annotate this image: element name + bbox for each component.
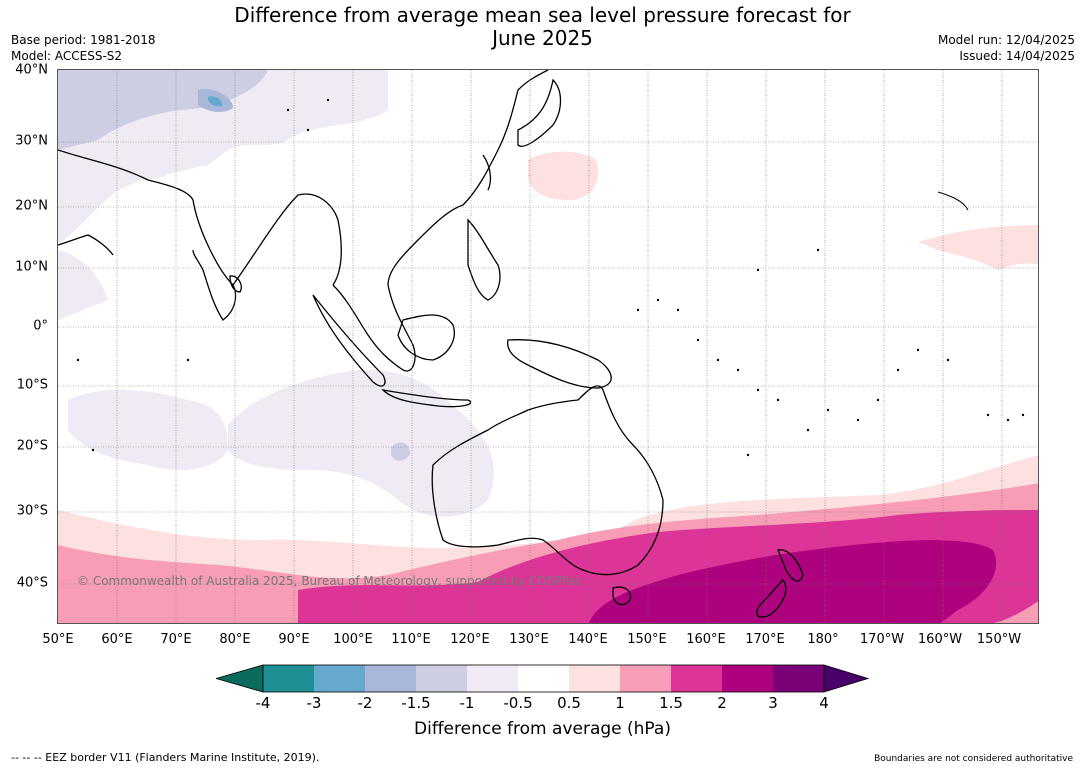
- colorbar-tick: 4: [819, 694, 829, 712]
- colorbar-bin-10: [722, 665, 773, 692]
- lat-label-20n: 20°N: [15, 198, 48, 214]
- graticule: [58, 70, 1038, 623]
- model-run: Model run: 12/04/2025: [937, 33, 1075, 47]
- coast-nz-north: [777, 549, 804, 582]
- eez-note: -- -- -- EEZ border V11 (Flanders Marine…: [11, 751, 320, 764]
- coast-se-asia: [332, 70, 549, 372]
- colorbar-tick: 2: [717, 694, 727, 712]
- lon-label-100e: 100°E: [333, 632, 373, 647]
- coast-philippines: [467, 218, 501, 301]
- colorbar-tick: -2: [357, 694, 373, 712]
- lat-label-30s: 30°S: [16, 503, 48, 519]
- lat-label-40n: 40°N: [15, 62, 48, 78]
- anomaly-pos-north-pacific-east: [918, 225, 1038, 270]
- boundaries-note: Boundaries are not considered authoritat…: [874, 754, 1073, 764]
- chart-title: Difference from average mean sea level p…: [0, 4, 1085, 50]
- lon-label-130e: 130°E: [509, 632, 549, 647]
- colorbar-bin-5: [467, 665, 518, 692]
- anomaly-pos-2: [588, 540, 997, 623]
- colorbar-tick: 0.5: [557, 694, 581, 712]
- lat-label-30n: 30°N: [15, 133, 48, 149]
- anomaly-neg-india: [58, 250, 108, 320]
- anomaly-neg-indian-ocean: [68, 389, 228, 470]
- lat-label-0: 0°: [33, 318, 48, 334]
- colorbar-bin-6: [518, 665, 569, 692]
- copyright-notice: © Commonwealth of Australia 2025, Bureau…: [77, 574, 583, 588]
- lon-label-70e: 70°E: [160, 632, 192, 647]
- coast-hawaii: [937, 191, 969, 211]
- colorbar: [216, 664, 870, 693]
- issued-date: Issued: 14/04/2025: [959, 49, 1075, 63]
- title-line-2: June 2025: [492, 26, 593, 50]
- coast-java: [381, 389, 472, 408]
- colorbar-bin-3: [365, 665, 416, 692]
- model-name: Model: ACCESS-S2: [11, 49, 123, 63]
- lon-label-150e: 150°E: [627, 632, 667, 647]
- lon-label-160w: 160°W: [917, 632, 963, 647]
- colorbar-tick: -4: [255, 694, 271, 712]
- anomaly-neg-himalaya-core: [208, 96, 223, 107]
- lat-label-10s: 10°S: [16, 377, 48, 393]
- colorbar-bin-9: [671, 665, 722, 692]
- lon-label-180: 180°: [807, 632, 839, 647]
- coast-borneo: [397, 314, 455, 361]
- run-info: Model run: 12/04/2025 Issued: 14/04/2025: [938, 32, 1075, 64]
- lon-label-160e: 160°E: [686, 632, 726, 647]
- colorbar-bin-4: [416, 665, 467, 692]
- coast-tasmania: [612, 586, 632, 606]
- coast-srilanka: [229, 275, 242, 293]
- colorbar-label: Difference from average (hPa): [414, 719, 671, 739]
- islands: [76, 98, 1025, 457]
- coast-india: [58, 149, 237, 321]
- lon-label-50e: 50°E: [42, 632, 74, 647]
- map-panel: [57, 69, 1039, 624]
- anomaly-neg-indian-ocean-2: [228, 369, 494, 517]
- coast-australia: [431, 385, 664, 576]
- lat-label-20s: 20°S: [16, 438, 48, 454]
- lon-label-120e: 120°E: [450, 632, 490, 647]
- coast-bay-bengal: [232, 193, 342, 286]
- colorbar-bin-8: [620, 665, 671, 692]
- lon-label-110e: 110°E: [391, 632, 431, 647]
- coast-arabia: [58, 234, 114, 256]
- model-info: Base period: 1981-2018 Model: ACCESS-S2: [11, 32, 156, 64]
- lat-label-10n: 10°N: [15, 259, 48, 275]
- map-canvas: [58, 70, 1038, 623]
- anomaly-pos-north-pacific: [528, 151, 599, 200]
- colorbar-bin-2: [314, 665, 365, 692]
- colorbar-tick: -3: [306, 694, 322, 712]
- colorbar-tick: -0.5: [503, 694, 533, 712]
- coast-korea: [482, 154, 492, 191]
- colorbar-bin-1: [263, 665, 314, 692]
- colorbar-bin-7: [569, 665, 620, 692]
- anomaly-neg-north-2: [58, 70, 268, 150]
- colorbar-tick: 1: [615, 694, 625, 712]
- colorbar-max-extend: [823, 664, 870, 693]
- colorbar-min-extend: [216, 664, 264, 693]
- colorbar-tick: 3: [768, 694, 778, 712]
- lon-label-90e: 90°E: [278, 632, 310, 647]
- colorbar-tick: -1: [459, 694, 475, 712]
- lon-label-150w: 150°W: [976, 632, 1022, 647]
- lon-label-140e: 140°E: [568, 632, 608, 647]
- title-line-1: Difference from average mean sea level p…: [234, 3, 851, 27]
- coast-japan: [517, 78, 562, 147]
- colorbar-bin-11: [773, 665, 824, 692]
- colorbar-tick: -1.5: [401, 694, 431, 712]
- lat-label-40s: 40°S: [16, 575, 48, 591]
- lon-label-170w: 170°W: [859, 632, 905, 647]
- base-period: Base period: 1981-2018: [11, 33, 156, 47]
- lon-label-80e: 80°E: [219, 632, 251, 647]
- coast-sumatra: [312, 294, 386, 387]
- lon-label-60e: 60°E: [101, 632, 133, 647]
- coastlines: [58, 70, 969, 618]
- colorbar-tick: 1.5: [659, 694, 683, 712]
- coast-new-guinea: [507, 339, 612, 389]
- coast-nz-south: [756, 578, 787, 618]
- lon-label-170e: 170°E: [745, 632, 785, 647]
